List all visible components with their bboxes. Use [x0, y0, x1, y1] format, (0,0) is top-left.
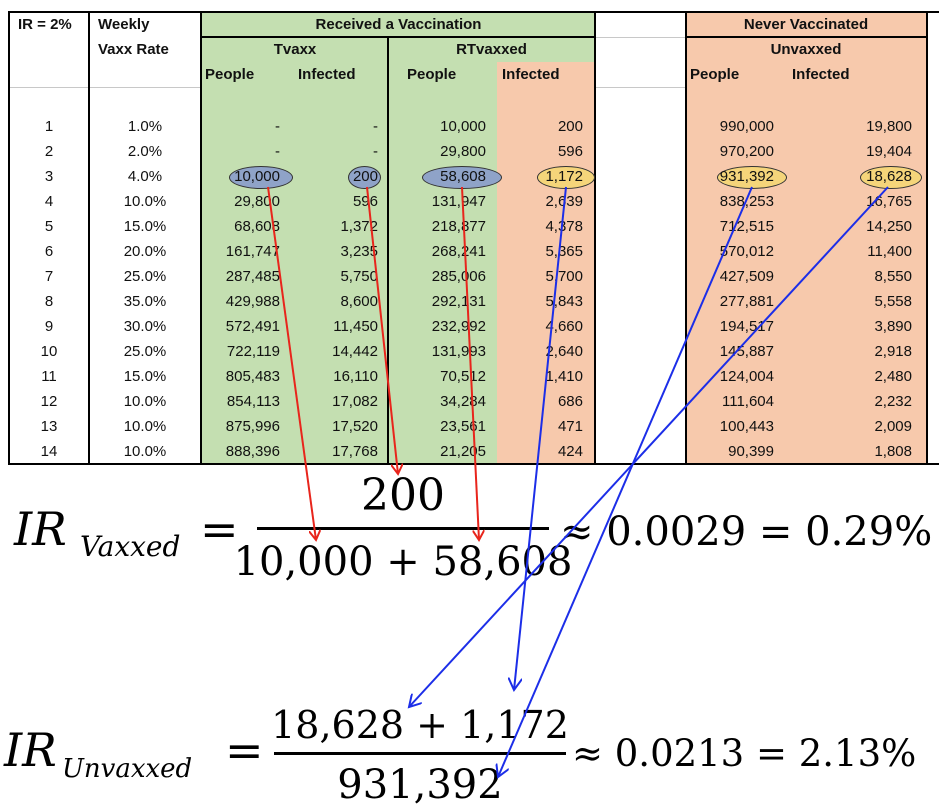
formula-vaxxed-lhs: IR [13, 502, 67, 556]
tvaxx-people-cell: - [275, 118, 280, 135]
vaxx-rate-cell: 15.0% [123, 368, 167, 385]
formula-unvaxxed-denominator: 931,392 [337, 762, 502, 808]
tvaxx-infected-cell: - [373, 143, 378, 160]
unvaxxed-infected-label: Infected [792, 66, 850, 83]
vaxx-rate-label: Vaxx Rate [98, 41, 169, 58]
week-cell: 13 [40, 418, 58, 435]
rtvaxxed-people-label: People [407, 66, 457, 83]
week-cell: 4 [44, 193, 54, 210]
rtvaxxed-infected-cell: 200 [557, 118, 583, 135]
rtvaxxed-people-cell: 58,608 [440, 168, 486, 185]
tvaxx-people-cell: 888,396 [225, 443, 280, 460]
tvaxx-header: Tvaxx [273, 41, 317, 58]
unvaxxed-people-cell: 970,200 [719, 143, 774, 160]
vaxx-rate-cell: 35.0% [123, 293, 167, 310]
tvaxx-people-cell: 722,119 [226, 343, 280, 360]
unvaxxed-header: Unvaxxed [770, 41, 842, 58]
week-cell: 7 [44, 268, 54, 285]
tvaxx-people-cell: - [275, 143, 280, 160]
header-divider [595, 87, 686, 88]
formula-unvaxxed: IR Unvaxxed = 18,628 + 1,172 931,392 ≈ 0… [3, 703, 916, 808]
header-divider [10, 87, 200, 88]
rtvaxxed-infected-cell: 1,172 [545, 168, 583, 185]
tvaxx-people-cell: 805,483 [225, 368, 280, 385]
week-cell: 14 [40, 443, 58, 460]
never-vaccinated-header: Never Vaccinated [743, 16, 869, 33]
unvaxxed-infected-cell: 18,628 [866, 168, 912, 185]
week-cell: 10 [40, 343, 58, 360]
vaxx-rate-cell: 20.0% [123, 243, 167, 260]
formula-vaxxed-subscript: Vaxxed [80, 530, 180, 563]
formula-unvaxxed-fraction-bar [274, 752, 566, 755]
rtvaxxed-infected-cell: 596 [557, 143, 583, 160]
col-border [926, 11, 928, 465]
tvaxx-people-cell: 854,113 [226, 393, 280, 410]
vaxx-rate-cell: 2.0% [127, 143, 163, 160]
vaxx-rate-cell: 25.0% [123, 343, 167, 360]
tvaxx-people-cell: 429,988 [225, 293, 280, 310]
vaxx-rate-cell: 10.0% [123, 193, 167, 210]
rtvaxxed-people-cell: 29,800 [440, 143, 486, 160]
week-cell: 3 [44, 168, 54, 185]
formula-vaxxed-equals: = [200, 502, 239, 556]
formula-unvaxxed-equals: = [225, 723, 264, 777]
table-top-border [8, 11, 939, 13]
formula-vaxxed-denominator: 10,000 + 58,608 [234, 539, 573, 585]
highlight-unvaxxed-infected [860, 166, 922, 189]
formula-unvaxxed-lhs: IR [3, 723, 57, 777]
unvaxxed-people-cell: 931,392 [719, 168, 774, 185]
rtvaxxed-people-cell: 10,000 [440, 118, 486, 135]
highlight-tvaxx-people [229, 166, 293, 189]
tvaxx-people-cell: 287,485 [225, 268, 280, 285]
formula-unvaxxed-numerator: 18,628 + 1,172 [271, 703, 569, 747]
tvaxx-infected-label: Infected [298, 66, 356, 83]
rtvaxxed-header: RTvaxxed [456, 41, 527, 58]
week-cell: 1 [44, 118, 54, 135]
tvaxx-people-label: People [205, 66, 255, 83]
week-cell: 6 [44, 243, 54, 260]
subheader-border [202, 36, 595, 38]
vaxx-rate-cell: 10.0% [123, 418, 167, 435]
unvaxxed-people-cell: 990,000 [719, 118, 774, 135]
week-cell: 5 [44, 218, 54, 235]
tvaxx-people-cell: 572,491 [225, 318, 280, 335]
tvaxx-people-cell: 161,747 [225, 243, 280, 260]
highlight-tvaxx-infected [348, 166, 381, 189]
weekly-label: Weekly [98, 16, 150, 33]
received-vaccination-header: Received a Vaccination [315, 16, 482, 33]
header-divider [595, 37, 686, 38]
tvaxx-infected-cell: - [373, 118, 378, 135]
formula-vaxxed: IR Vaxxed = 200 10,000 + 58,608 ≈ 0.0029… [13, 470, 932, 585]
week-cell: 2 [44, 143, 54, 160]
tvaxx-people-cell: 875,996 [225, 418, 280, 435]
col-border [200, 11, 202, 465]
formula-unvaxxed-result: ≈ 0.0213 = 2.13% [572, 732, 916, 775]
vaxx-rate-cell: 4.0% [127, 168, 163, 185]
week-cell: 9 [44, 318, 54, 335]
tvaxx-infected-cell: 200 [352, 168, 378, 185]
vaxx-rate-cell: 1.0% [127, 118, 163, 135]
vaxx-rate-cell: 15.0% [123, 218, 167, 235]
vaxx-rate-cell: 10.0% [123, 443, 167, 460]
col-border [88, 11, 90, 465]
vaxx-rate-cell: 30.0% [123, 318, 167, 335]
formula-unvaxxed-subscript: Unvaxxed [62, 754, 192, 784]
tvaxx-people-cell: 10,000 [234, 168, 280, 185]
vaxx-rate-cell: 25.0% [123, 268, 167, 285]
unvaxxed-infected-cell: 19,800 [866, 118, 912, 135]
unvaxxed-infected-cell: 19,404 [866, 143, 912, 160]
rtvaxxed-infected-label: Infected [502, 66, 560, 83]
subheader-border [686, 36, 926, 38]
formula-vaxxed-numerator: 200 [361, 470, 445, 521]
week-cell: 8 [44, 293, 54, 310]
formula-vaxxed-result: ≈ 0.0029 = 0.29% [560, 509, 932, 555]
unvaxxed-people-label: People [690, 66, 740, 83]
formula-vaxxed-fraction-bar [257, 527, 549, 530]
vaxx-rate-cell: 10.0% [123, 393, 167, 410]
week-cell: 12 [40, 393, 58, 410]
corner-label: IR = 2% [18, 16, 72, 33]
week-cell: 11 [41, 368, 57, 385]
table-left-border [8, 11, 10, 465]
